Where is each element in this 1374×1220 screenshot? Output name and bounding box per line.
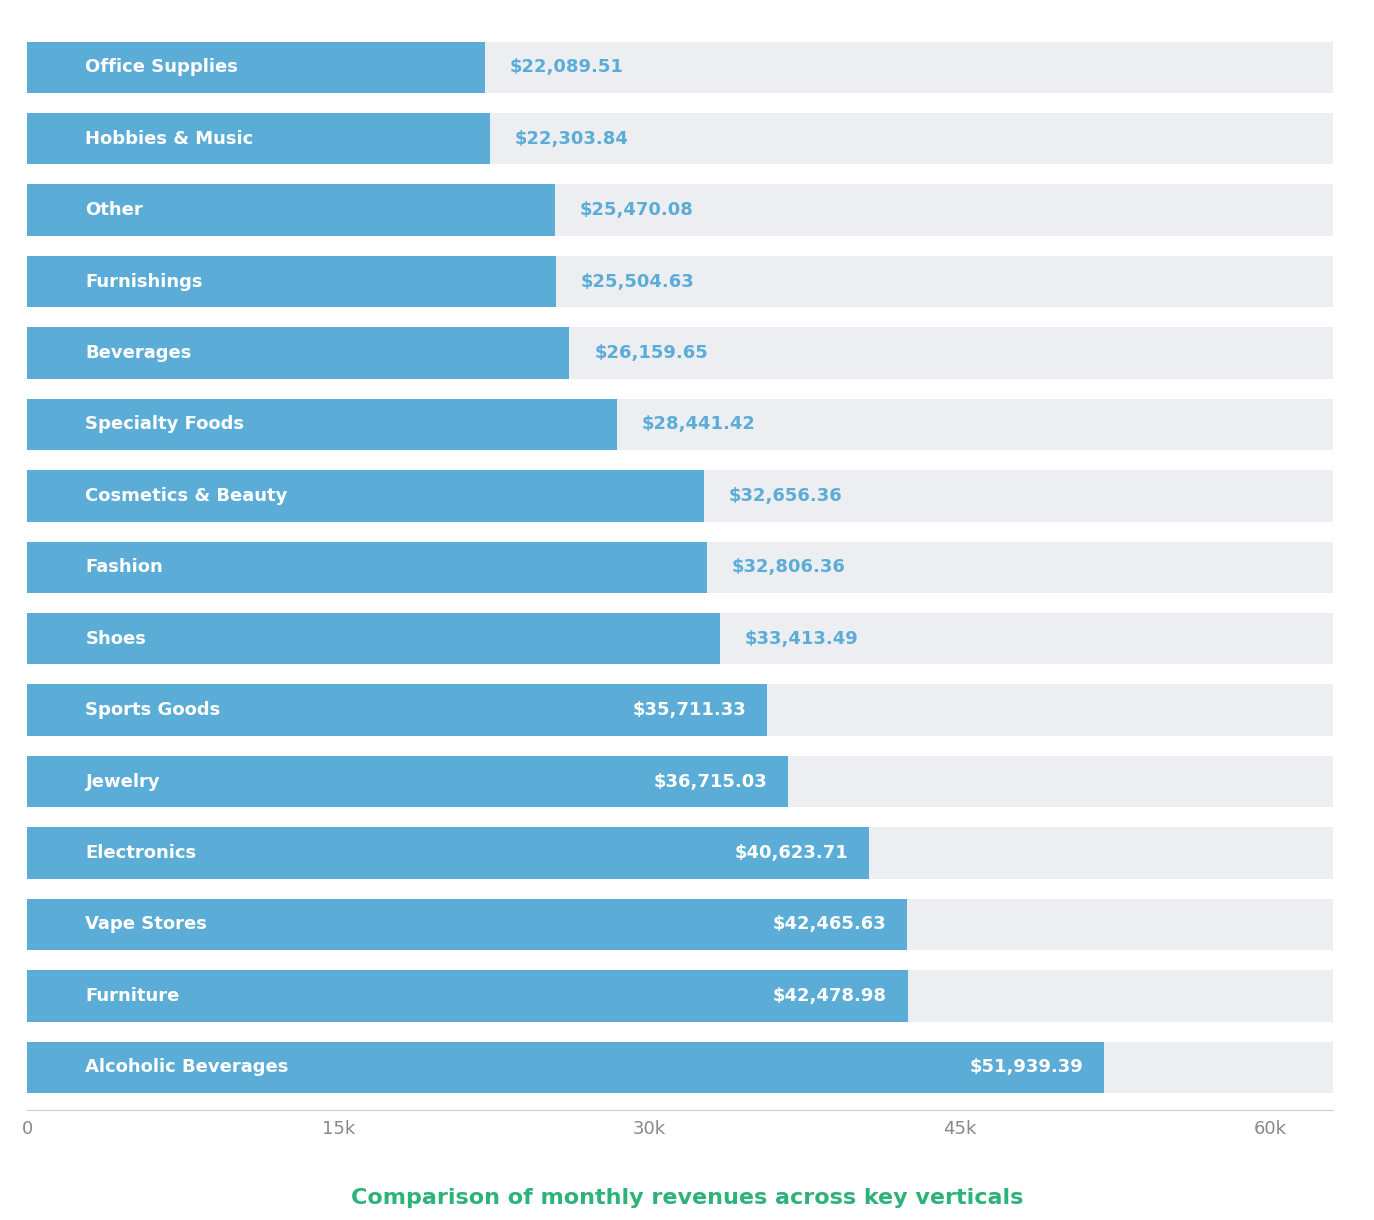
Bar bbox=[27, 756, 1333, 808]
Text: $32,806.36: $32,806.36 bbox=[732, 559, 846, 576]
Text: $42,465.63: $42,465.63 bbox=[772, 915, 886, 933]
Bar bbox=[27, 184, 555, 235]
Bar bbox=[27, 470, 703, 522]
Bar bbox=[27, 827, 870, 878]
Bar bbox=[27, 1042, 1333, 1093]
Bar bbox=[27, 542, 1333, 593]
Bar bbox=[27, 113, 1333, 165]
Text: $28,441.42: $28,441.42 bbox=[642, 416, 756, 433]
Bar bbox=[27, 756, 789, 808]
Bar bbox=[27, 470, 1333, 522]
Bar bbox=[27, 899, 1333, 950]
Text: $22,303.84: $22,303.84 bbox=[514, 129, 628, 148]
Text: Jewelry: Jewelry bbox=[85, 772, 161, 791]
Bar bbox=[27, 113, 489, 165]
Text: $40,623.71: $40,623.71 bbox=[735, 844, 849, 863]
Bar bbox=[27, 612, 1333, 665]
Bar bbox=[27, 899, 907, 950]
Bar bbox=[27, 684, 768, 736]
Text: $33,413.49: $33,413.49 bbox=[745, 630, 859, 648]
Bar bbox=[27, 399, 617, 450]
Bar bbox=[27, 256, 1333, 307]
Text: $22,089.51: $22,089.51 bbox=[510, 59, 624, 77]
Text: Alcoholic Beverages: Alcoholic Beverages bbox=[85, 1058, 289, 1076]
Text: $35,711.33: $35,711.33 bbox=[633, 702, 746, 719]
Text: $51,939.39: $51,939.39 bbox=[969, 1058, 1083, 1076]
Text: Hobbies & Music: Hobbies & Music bbox=[85, 129, 254, 148]
Text: Sports Goods: Sports Goods bbox=[85, 702, 221, 719]
Bar bbox=[27, 1042, 1103, 1093]
Bar bbox=[27, 970, 908, 1021]
Text: Furniture: Furniture bbox=[85, 987, 180, 1005]
Bar bbox=[27, 41, 485, 93]
Bar bbox=[27, 327, 569, 378]
Text: Specialty Foods: Specialty Foods bbox=[85, 416, 245, 433]
Text: Fashion: Fashion bbox=[85, 559, 164, 576]
Bar bbox=[27, 612, 720, 665]
Text: $25,470.08: $25,470.08 bbox=[580, 201, 694, 220]
Bar bbox=[27, 399, 1333, 450]
Text: $32,656.36: $32,656.36 bbox=[730, 487, 842, 505]
Text: Beverages: Beverages bbox=[85, 344, 192, 362]
Bar bbox=[27, 684, 1333, 736]
Text: $36,715.03: $36,715.03 bbox=[654, 772, 768, 791]
Bar bbox=[27, 184, 1333, 235]
Bar bbox=[27, 827, 1333, 878]
Bar bbox=[27, 970, 1333, 1021]
Text: Electronics: Electronics bbox=[85, 844, 196, 863]
Text: Shoes: Shoes bbox=[85, 630, 147, 648]
Text: $42,478.98: $42,478.98 bbox=[774, 987, 886, 1005]
Text: $25,504.63: $25,504.63 bbox=[581, 272, 694, 290]
Text: Vape Stores: Vape Stores bbox=[85, 915, 207, 933]
Text: Furnishings: Furnishings bbox=[85, 272, 203, 290]
Text: Other: Other bbox=[85, 201, 143, 220]
Text: Office Supplies: Office Supplies bbox=[85, 59, 238, 77]
Text: $26,159.65: $26,159.65 bbox=[595, 344, 708, 362]
Bar bbox=[27, 256, 556, 307]
Bar bbox=[27, 327, 1333, 378]
Bar bbox=[27, 542, 708, 593]
Text: Comparison of monthly revenues across key verticals: Comparison of monthly revenues across ke… bbox=[350, 1188, 1024, 1208]
Text: Cosmetics & Beauty: Cosmetics & Beauty bbox=[85, 487, 289, 505]
Bar bbox=[27, 41, 1333, 93]
